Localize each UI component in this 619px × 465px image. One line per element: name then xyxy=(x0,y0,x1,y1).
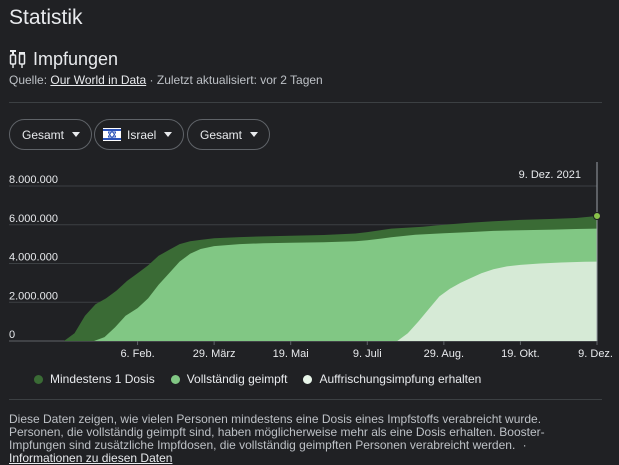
legend-item-booster[interactable]: Auffrischungsimpfung erhalten xyxy=(303,372,481,386)
israel-flag-icon xyxy=(103,128,121,141)
source-updated: · Zuletzt aktualisiert: vor 2 Tagen xyxy=(149,73,323,87)
y-tick-label: 2.000.000 xyxy=(9,290,58,302)
footnote: Diese Daten zeigen, wie vielen Personen … xyxy=(9,413,599,465)
data-info-link[interactable]: Informationen zu diesen Daten xyxy=(9,451,173,465)
legend-dot xyxy=(303,374,313,384)
x-tick-label: 29. März xyxy=(193,348,236,360)
section-header: Impfungen xyxy=(9,47,118,71)
tooltip-date: 9. Dez. 2021 xyxy=(519,169,581,181)
x-tick-label: 9. Juli xyxy=(353,348,382,360)
x-tick-label: 6. Feb. xyxy=(120,348,154,360)
chevron-down-icon xyxy=(72,132,81,137)
source-prefix: Quelle: xyxy=(9,73,48,87)
page-title: Statistik xyxy=(9,6,83,29)
country-dropdown-label: Israel xyxy=(127,127,157,142)
chart-legend: Mindestens 1 Dosis Vollständig geimpft A… xyxy=(34,372,497,386)
legend-item-at-least-one[interactable]: Mindestens 1 Dosis xyxy=(34,372,155,386)
scope-dropdown-left[interactable]: Gesamt xyxy=(9,119,93,150)
series-area-2 xyxy=(397,261,597,341)
scope-dropdown-right[interactable]: Gesamt xyxy=(187,119,271,150)
legend-dot xyxy=(34,374,43,384)
syringe-icon xyxy=(9,50,26,68)
scope-dropdown-left-label: Gesamt xyxy=(22,127,65,142)
chevron-down-icon xyxy=(164,132,173,137)
x-tick-label: 19. Mai xyxy=(273,348,309,360)
x-tick-label: 19. Okt. xyxy=(501,348,540,360)
source-link[interactable]: Our World in Data xyxy=(50,73,147,87)
chevron-down-icon xyxy=(250,132,259,137)
source-line: Quelle: Our World in Data · Zuletzt aktu… xyxy=(9,73,323,87)
x-tick-label: 9. Dez. xyxy=(578,348,613,360)
y-tick-label: 0 xyxy=(9,329,15,341)
legend-label: Auffrischungsimpfung erhalten xyxy=(319,372,482,386)
footnote-separator: · xyxy=(522,438,527,452)
vaccination-chart[interactable]: 0 2.000.000 4.000.000 6.000.000 8.000.000 9. … xyxy=(0,160,619,365)
country-dropdown[interactable]: Israel xyxy=(94,119,185,150)
divider xyxy=(9,102,602,103)
y-tick-label: 8.000.000 xyxy=(9,174,58,186)
section-title: Impfungen xyxy=(33,48,119,69)
endpoint-marker xyxy=(593,212,601,221)
y-tick-label: 6.000.000 xyxy=(9,213,58,225)
x-tick-label: 29. Aug. xyxy=(424,348,464,360)
legend-label: Mindestens 1 Dosis xyxy=(50,372,155,386)
legend-label: Vollständig geimpft xyxy=(186,372,288,386)
divider xyxy=(9,399,602,400)
footnote-text: Diese Daten zeigen, wie vielen Personen … xyxy=(9,412,545,452)
scope-dropdown-right-label: Gesamt xyxy=(200,127,243,142)
legend-item-fully-vaccinated[interactable]: Vollständig geimpft xyxy=(170,372,288,386)
legend-dot xyxy=(170,374,180,384)
y-tick-label: 4.000.000 xyxy=(9,252,58,264)
